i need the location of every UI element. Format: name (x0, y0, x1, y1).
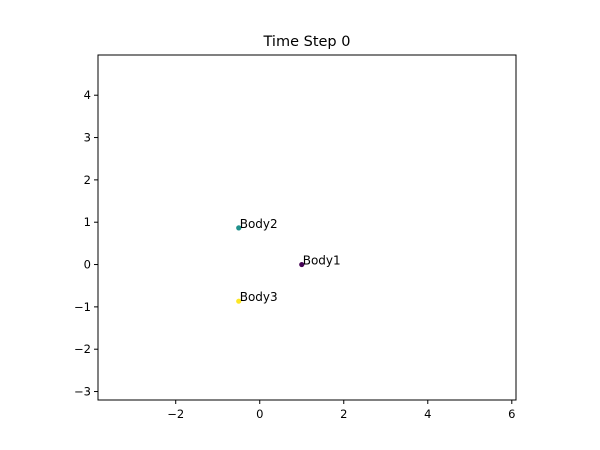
y-axis: −3 −2 −1 0 1 2 3 4 (74, 88, 98, 399)
y-tick-label: −2 (74, 342, 91, 356)
y-tick-label: 4 (84, 88, 91, 102)
x-tick-label: 2 (340, 407, 347, 421)
x-tick-label: 0 (256, 407, 263, 421)
y-tick-label: −3 (74, 385, 91, 399)
x-tick-label: 4 (424, 407, 431, 421)
y-tick-label: 1 (84, 215, 91, 229)
y-tick-label: 3 (84, 131, 91, 145)
point-body2 (236, 225, 242, 231)
point-body3 (236, 298, 242, 304)
point-label-body2: Body2 (240, 217, 278, 231)
axes-frame (97, 54, 517, 401)
x-axis: −2 0 2 4 6 (167, 400, 515, 421)
point-label-body1: Body1 (303, 254, 341, 268)
x-tick-label: −2 (167, 407, 184, 421)
x-tick-label: 6 (508, 407, 515, 421)
y-tick-label: 2 (84, 173, 91, 187)
point-body1 (299, 261, 305, 268)
y-tick-label: −1 (74, 300, 91, 314)
chart-title: Time Step 0 (263, 34, 351, 50)
point-label-body3: Body3 (240, 290, 278, 304)
y-tick-label: 0 (84, 258, 91, 272)
plot-area: Body1 Body2 Body3 (236, 217, 341, 304)
